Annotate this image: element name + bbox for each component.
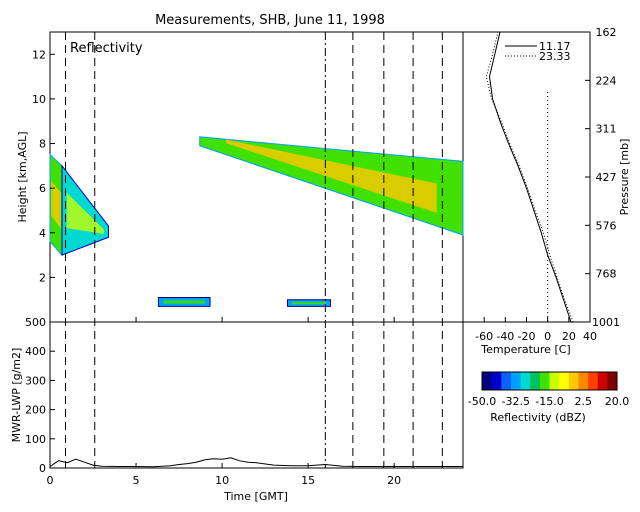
colorbar-label: Reflectivity (dBZ) [490,411,586,424]
cloud-core-0 [51,180,61,229]
pressure-axis-label: Pressure [mb] [618,139,631,216]
temperature-profile-0 [488,31,572,323]
time-axis-label: Time [GMT] [223,490,288,503]
pressure-tick-label: 768 [596,268,617,281]
height-tick-label: 4 [39,227,46,240]
colorbar-swatch [549,372,560,390]
temperature-legend-label-0: 11.17 [539,40,571,53]
colorbar-tick-label: -50.0 [468,395,496,408]
colorbar-frame [481,371,618,391]
lwp-axis-label: MWR-LWP [g/m2] [10,348,23,443]
pressure-tick-label: 162 [596,26,617,39]
lwp-tick-label: 100 [25,433,46,446]
height-tick-label: 8 [39,138,46,151]
temperature-tick-label: 0 [544,330,551,343]
colorbar-swatch [510,372,522,390]
pressure-tick-label: 427 [596,171,617,184]
time-tick-label: 15 [301,474,315,487]
lwp-tick-label: 500 [25,316,46,329]
colorbar-tick-label: 20.0 [605,395,630,408]
temperature-tick-label: 20 [562,330,576,343]
temperature-tick-label: -20 [518,330,536,343]
lwp-tick-label: 200 [25,404,46,417]
colorbar-tick-label: 2.5 [575,395,593,408]
lwp-line-0 [49,457,463,468]
temperature-tick-label: 40 [583,330,597,343]
pressure-tick-label: 224 [596,74,617,87]
height-axis-label: Height [km,AGL] [16,131,29,222]
pressure-tick-label: 1001 [592,316,620,329]
temperature-tick-label: -60 [475,330,493,343]
reflectivity-clouds [49,136,464,307]
colorbar-swatch [568,372,579,390]
colorbar-tick-label: -15.0 [535,395,563,408]
lwp-tick-label: 300 [25,374,46,387]
temperature-profile-1 [485,31,574,323]
time-tick-label: 10 [215,474,229,487]
colorbar-swatch [588,372,599,390]
temperature-legend-label-1: 23.33 [539,50,571,63]
colorbar-swatch [530,372,541,390]
lwp-series [49,457,463,468]
colorbar-swatch [578,372,589,390]
temperature-tick-label: -40 [496,330,514,343]
height-tick-label: 6 [39,182,46,195]
cloud-core-3 [163,300,205,304]
cloud-region-2 [199,136,464,236]
temperature-axis-label: Temperature [C] [480,343,570,356]
time-tick-label: 5 [133,474,140,487]
colorbar-swatch [597,372,608,390]
height-tick-label: 2 [39,271,46,284]
figure-title: Measurements, SHB, June 11, 1998 [155,13,385,28]
pressure-tick-label: 576 [596,219,617,232]
time-tick-label: 20 [387,474,401,487]
time-tick-label: 0 [47,474,54,487]
colorbar-swatch [482,372,493,390]
lwp-panel-frame [49,321,464,469]
lwp-tick-label: 0 [39,462,46,475]
cloud-core-1 [66,192,104,234]
reflectivity-colorbar: -50.0 -32.5 -15.0 2.5 20.0 [468,371,630,408]
colorbar-swatch [559,372,570,390]
colorbar-swatch [501,372,512,390]
time-markers [64,32,443,468]
colorbar-swatch [520,372,531,390]
height-tick-label: 12 [32,48,46,61]
colorbar-swatch [607,372,618,390]
colorbar-swatch [539,372,550,390]
colorbar-tick-label: -32.5 [502,395,530,408]
lwp-tick-label: 400 [25,345,46,358]
height-tick-label: 10 [32,93,46,106]
pressure-tick-label: 311 [596,123,617,136]
colorbar-swatch [491,372,502,390]
reflectivity-panel-label: Reflectivity [70,41,143,56]
cloud-core-4 [291,301,327,305]
temperature-panel-frame [462,31,591,323]
